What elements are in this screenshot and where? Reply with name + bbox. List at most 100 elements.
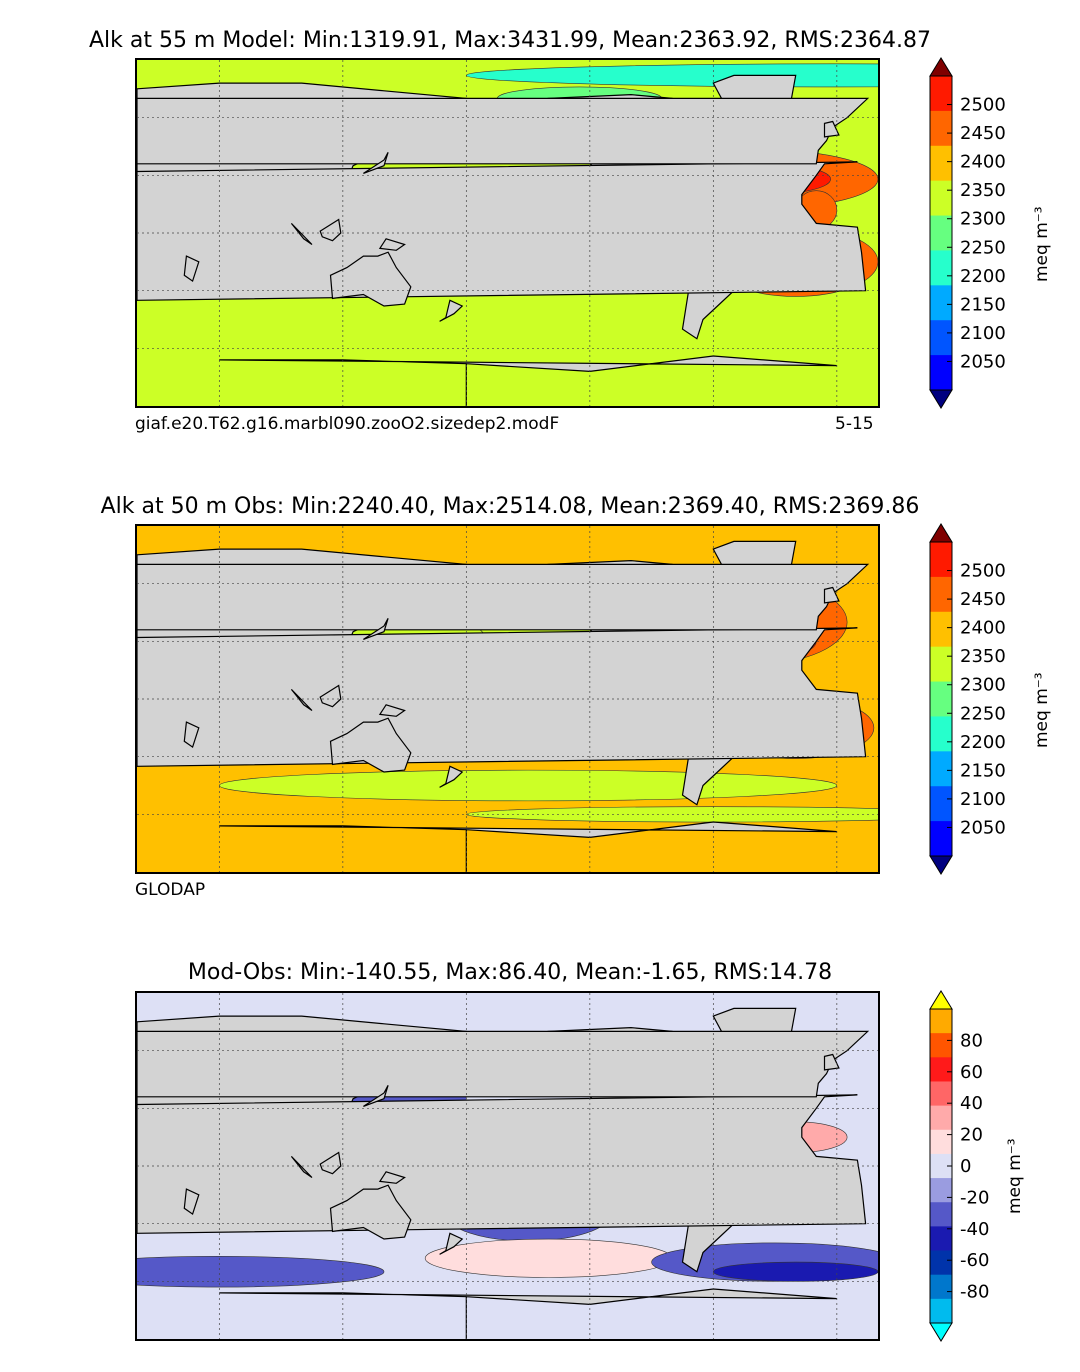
colorbar-swatch xyxy=(930,180,952,217)
colorbar-swatch xyxy=(930,1226,952,1252)
landmass xyxy=(329,251,412,307)
contour-region xyxy=(219,769,838,802)
landmass xyxy=(363,152,389,174)
landmass xyxy=(183,1188,200,1216)
depth-range-label: 5-15 xyxy=(835,414,874,434)
colorbar-tick-label: 60 xyxy=(960,1062,983,1083)
colorbar-extend-lower xyxy=(929,855,953,875)
colorbar-swatch xyxy=(930,215,952,251)
colorbar-tick-label: 2150 xyxy=(960,760,1006,781)
map-model xyxy=(135,58,880,408)
colorbar-swatch xyxy=(930,542,952,578)
colorbar-extend-upper xyxy=(929,57,953,77)
landmass xyxy=(290,222,313,245)
colorbar-swatch xyxy=(930,145,952,182)
colorbar-svg: 2500 2450 2400 2350 2300 2250 2200 2150 2100 2050 xyxy=(929,57,1006,409)
colorbar-swatch xyxy=(930,76,952,112)
landmass xyxy=(329,717,412,773)
colorbar-swatch xyxy=(930,1298,952,1324)
colorbar-tick-label: 2500 xyxy=(960,95,1006,116)
colorbar-tick-label: 2250 xyxy=(960,237,1006,258)
landmass xyxy=(137,97,870,165)
landmass xyxy=(439,299,464,322)
colorbar-unit-label: meq m⁻³ xyxy=(1032,206,1052,282)
landmass xyxy=(319,1151,342,1175)
colorbar-tick-label: 2100 xyxy=(960,789,1006,810)
colorbar-extend-upper xyxy=(929,990,953,1010)
colorbar-tick-label: 20 xyxy=(960,1125,983,1146)
colorbar-swatch xyxy=(930,250,952,286)
contour-region xyxy=(424,1238,673,1278)
colorbar-tick-label: 2350 xyxy=(960,646,1006,667)
colorbar-swatch xyxy=(930,646,952,683)
colorbar-unit-label: meq m⁻³ xyxy=(1032,672,1052,748)
colorbar-swatch xyxy=(930,751,952,787)
colorbar-swatch xyxy=(930,1274,952,1300)
colorbar-tick-label: 2200 xyxy=(960,266,1006,287)
colorbar-frame xyxy=(929,541,953,857)
colorbar: 2500 2450 2400 2350 2300 2250 2200 2150 2100 2050 xyxy=(920,57,1020,410)
run-name-label: giaf.e20.T62.g16.marbl090.zooO2.sizedep2… xyxy=(135,414,560,434)
colorbar-tick-label: 2050 xyxy=(960,817,1006,838)
colorbar-swatch xyxy=(930,1081,952,1107)
colorbar-tick-label: 0 xyxy=(960,1156,971,1177)
landmass xyxy=(329,1184,412,1240)
colorbar-tick-label: -40 xyxy=(960,1219,989,1240)
colorbar-tick-label: -60 xyxy=(960,1250,989,1271)
landmass xyxy=(378,238,406,251)
colorbar-swatch xyxy=(930,285,952,321)
colorbar-swatch xyxy=(930,681,952,717)
colorbar-swatch xyxy=(930,1202,952,1227)
colorbar-swatch xyxy=(930,1178,952,1203)
colorbar-swatch xyxy=(930,1153,952,1179)
colorbar-svg: 80 60 40 20 0 -20 -40 -60 -80 xyxy=(929,990,989,1342)
colorbar-swatch xyxy=(930,320,952,356)
landmass xyxy=(823,1053,840,1071)
colorbar-swatch xyxy=(930,1057,952,1082)
colorbar-tick-label: 2350 xyxy=(960,180,1006,201)
landmass xyxy=(137,627,867,767)
panel-title: Alk at 50 m Obs: Min:2240.40, Max:2514.0… xyxy=(100,494,920,519)
colorbar-unit-label: meq m⁻³ xyxy=(1005,1138,1025,1214)
colorbar-swatch xyxy=(930,1033,952,1058)
colorbar-swatch xyxy=(930,1105,952,1131)
colorbar-tick-label: 2450 xyxy=(960,589,1006,610)
landmass xyxy=(439,765,464,788)
landmass xyxy=(290,1155,313,1178)
landmass xyxy=(363,618,389,640)
colorbar-swatch xyxy=(930,110,952,147)
map-field xyxy=(137,526,878,872)
landmass xyxy=(378,1171,406,1184)
colorbar-tick-label: 2400 xyxy=(960,618,1006,639)
colorbar-tick-label: 2400 xyxy=(960,152,1006,173)
colorbar: 80 60 40 20 0 -20 -40 -60 -80 xyxy=(920,990,1020,1343)
colorbar-swatch xyxy=(930,821,952,857)
colorbar-swatch xyxy=(930,786,952,822)
landmass xyxy=(137,161,867,301)
landmass xyxy=(823,586,840,604)
contour-region xyxy=(713,1261,878,1282)
landmass xyxy=(319,684,342,708)
colorbar-tick-label: -20 xyxy=(960,1187,989,1208)
colorbar-swatch xyxy=(930,611,952,648)
map-field xyxy=(137,993,878,1339)
landmass xyxy=(290,688,313,711)
colorbar-frame xyxy=(929,75,953,391)
landmass xyxy=(183,255,200,283)
map-diff xyxy=(135,991,880,1341)
colorbar-tick-label: 2200 xyxy=(960,732,1006,753)
colorbar-tick-label: 2300 xyxy=(960,209,1006,230)
colorbar-extend-upper xyxy=(929,523,953,543)
panel-title: Mod-Obs: Min:-140.55, Max:86.40, Mean:-1… xyxy=(187,960,833,985)
landmass xyxy=(137,563,870,631)
colorbar-swatch xyxy=(930,1129,952,1155)
colorbar-swatch xyxy=(930,1009,952,1034)
colorbar-swatch xyxy=(930,716,952,752)
landmass xyxy=(363,1085,389,1107)
colorbar-tick-label: 80 xyxy=(960,1030,983,1051)
colorbar-extend-lower xyxy=(929,389,953,409)
map-field xyxy=(137,60,878,406)
landmass xyxy=(319,218,342,242)
landmass xyxy=(137,1030,870,1098)
colorbar-swatch xyxy=(930,355,952,391)
